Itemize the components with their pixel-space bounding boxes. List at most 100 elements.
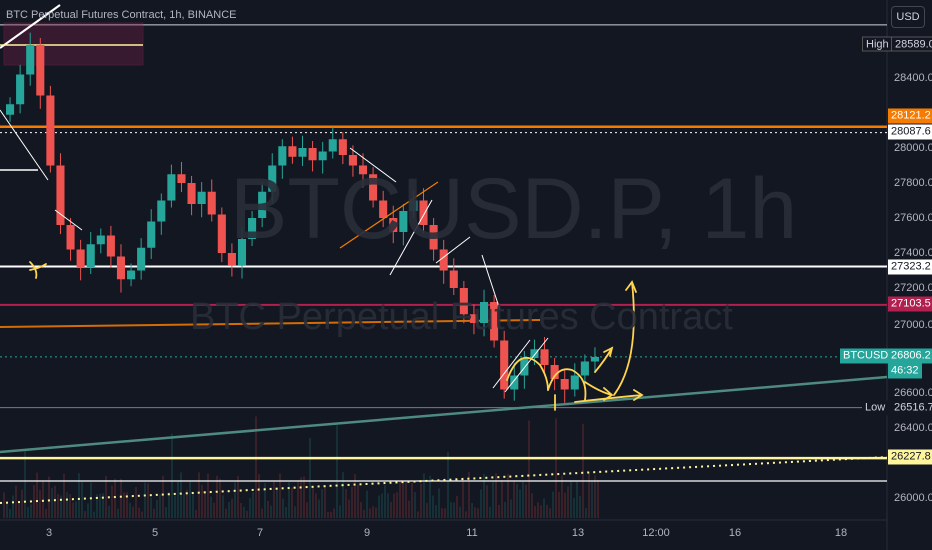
volume-bar xyxy=(186,489,188,518)
candle-body xyxy=(177,174,186,183)
white-level-tag: 28087.6 xyxy=(888,124,932,140)
volume-bar xyxy=(519,489,521,518)
volume-bar xyxy=(303,476,305,518)
volume-bar xyxy=(564,492,566,518)
dotted-trend-line xyxy=(0,456,888,504)
volume-bar xyxy=(279,473,281,518)
volume-bar xyxy=(264,483,266,518)
volume-bar xyxy=(63,473,65,518)
volume-bar xyxy=(57,493,59,518)
volume-bar xyxy=(426,502,428,518)
volume-bar xyxy=(216,475,218,518)
volume-bar xyxy=(543,498,545,518)
volume-bar xyxy=(525,484,527,518)
volume-bar xyxy=(282,498,284,518)
orange-level-tag: 28121.2 xyxy=(888,108,932,124)
candle-body xyxy=(560,379,569,390)
volume-bar xyxy=(318,499,320,518)
volume-bar xyxy=(138,507,140,518)
hand-drawing xyxy=(584,381,614,401)
volume-bar xyxy=(429,475,431,518)
countdown-tag: 46:32 xyxy=(888,363,922,379)
yellow-level-tag: 26227.8 xyxy=(888,449,932,465)
volume-bar xyxy=(129,502,131,518)
candle-body xyxy=(358,165,368,175)
volume-bar xyxy=(390,501,392,518)
candle-body xyxy=(510,375,519,390)
currency-button[interactable]: USD xyxy=(891,6,925,28)
candle-body xyxy=(76,249,85,267)
volume-bar xyxy=(393,493,395,518)
last-price-tag: 26806.2 xyxy=(888,348,932,364)
volume-bar xyxy=(150,497,152,518)
volume-bar xyxy=(21,489,23,518)
volume-bar xyxy=(552,491,554,518)
volume-bar xyxy=(189,481,191,518)
x-tick-label: 9 xyxy=(363,527,371,539)
volume-bar xyxy=(39,490,41,518)
volume-bar xyxy=(483,474,485,518)
x-tick-label: 13 xyxy=(571,527,585,539)
volume-bar xyxy=(207,473,209,518)
volume-bar xyxy=(288,482,290,518)
volume-bar xyxy=(228,501,230,518)
candle-body xyxy=(86,244,95,267)
candle-body xyxy=(248,218,257,239)
x-tick-label: 18 xyxy=(834,527,848,539)
annotation-line xyxy=(349,147,397,183)
volume-bar xyxy=(45,508,47,518)
hand-drawing xyxy=(613,280,637,396)
volume-bar xyxy=(510,499,512,518)
volume-bar xyxy=(546,504,548,518)
candle-body xyxy=(429,225,438,250)
volume-bar xyxy=(387,493,389,518)
volume-bar xyxy=(420,483,422,518)
volume-bar xyxy=(513,481,515,518)
volume-bar xyxy=(411,483,413,518)
volume-bar xyxy=(84,511,86,518)
volume-bar xyxy=(516,483,518,518)
volume-bar xyxy=(72,502,74,518)
candle-body xyxy=(298,148,307,157)
candle-body xyxy=(187,183,196,204)
volume-bar xyxy=(582,423,584,518)
volume-bar xyxy=(396,492,398,518)
orange-sloped-line xyxy=(0,319,541,328)
volume-bar xyxy=(345,489,347,518)
hand-drawing xyxy=(574,389,644,403)
trend-line-top xyxy=(0,4,61,49)
candle-body xyxy=(520,358,529,376)
volume-bar xyxy=(60,495,62,518)
volume-bar xyxy=(240,503,242,518)
volume-bar xyxy=(306,502,308,518)
y-tick-label: 27400.0 xyxy=(894,247,932,259)
candle-body xyxy=(106,235,115,257)
volume-bar xyxy=(159,494,161,518)
highlight-box xyxy=(3,22,144,66)
annotation-line xyxy=(339,181,439,249)
volume-bar xyxy=(270,505,272,518)
volume-bar xyxy=(351,486,353,518)
volume-bar xyxy=(465,511,467,518)
candle-body xyxy=(6,104,15,115)
volume-bar xyxy=(12,495,14,518)
volume-bar xyxy=(285,507,287,518)
candle-body xyxy=(258,191,267,218)
candle-body xyxy=(399,211,408,232)
y-tick-label: 28000.0 xyxy=(894,142,932,154)
y-tick-label: 26400.0 xyxy=(894,422,932,434)
volume-bar xyxy=(435,505,437,518)
candle-body xyxy=(237,239,247,266)
volume-bar xyxy=(273,480,275,518)
volume-bar xyxy=(408,500,410,518)
candle-body xyxy=(66,225,75,250)
volume-bar xyxy=(528,420,530,518)
candle-body xyxy=(167,174,176,201)
volume-bar xyxy=(423,473,425,518)
volume-bar xyxy=(96,494,98,518)
volume-bar xyxy=(18,502,20,518)
x-tick-label: 12:00 xyxy=(642,527,670,539)
volume-bar xyxy=(237,475,239,518)
volume-bar xyxy=(90,482,92,518)
